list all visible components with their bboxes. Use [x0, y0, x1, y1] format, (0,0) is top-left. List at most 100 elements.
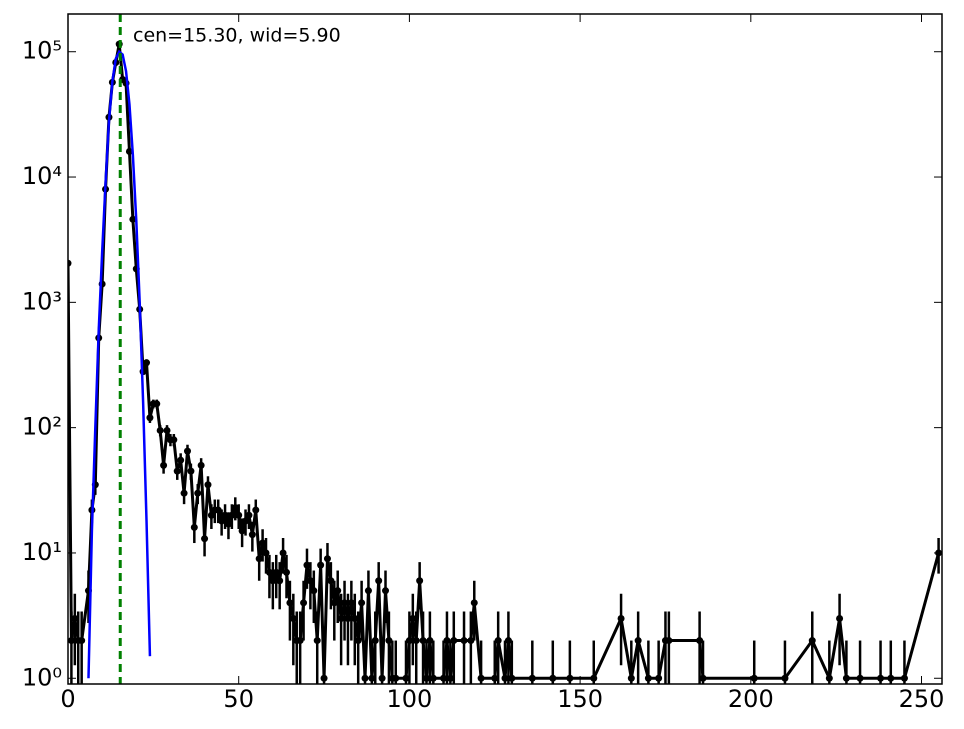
data-point — [242, 517, 250, 525]
data-point — [204, 481, 212, 489]
x-tick-label: 50 — [223, 685, 254, 713]
data-point — [351, 614, 359, 622]
data-point — [224, 520, 232, 528]
data-point — [627, 674, 635, 682]
data-point — [183, 447, 191, 455]
data-point — [207, 511, 215, 519]
data-point — [129, 215, 137, 223]
data-point — [422, 674, 430, 682]
data-line — [68, 43, 941, 684]
plot-frame — [67, 13, 943, 685]
data-point — [450, 637, 458, 645]
data-point — [344, 614, 352, 622]
data-point — [443, 637, 451, 645]
data-point — [856, 674, 864, 682]
data-point — [194, 489, 202, 497]
data-point — [143, 359, 151, 367]
data-point — [252, 506, 260, 514]
data-point — [228, 511, 236, 519]
data-point — [634, 637, 642, 645]
data-point — [146, 414, 154, 422]
data-point — [412, 637, 420, 645]
data-point — [358, 599, 366, 607]
data-point — [460, 637, 468, 645]
y-tick-label: 10⁴ — [22, 162, 62, 190]
data-point — [375, 577, 383, 585]
data-point — [197, 461, 205, 469]
data-point — [655, 674, 663, 682]
data-point — [78, 637, 86, 645]
data-point — [300, 599, 308, 607]
data-point — [368, 674, 376, 682]
data-point — [235, 511, 243, 519]
data-point — [255, 555, 263, 563]
data-point — [419, 637, 427, 645]
data-point — [405, 637, 413, 645]
data-point — [221, 511, 229, 519]
data-point — [877, 674, 885, 682]
x-tick-label: 200 — [728, 685, 774, 713]
y-tick-label: 10⁵ — [22, 37, 62, 65]
data-point — [214, 506, 222, 514]
data-point — [354, 637, 362, 645]
data-point — [269, 577, 277, 585]
data-point — [201, 535, 209, 543]
data-point — [347, 599, 355, 607]
data-point — [900, 674, 908, 682]
data-point — [549, 674, 557, 682]
data-point — [334, 587, 342, 595]
data-point — [272, 568, 280, 576]
data-point — [750, 674, 758, 682]
data-point — [265, 568, 273, 576]
data-point — [218, 517, 226, 525]
data-point — [699, 674, 707, 682]
data-point — [665, 637, 673, 645]
data-point — [160, 461, 168, 469]
x-tick-label: 100 — [387, 685, 433, 713]
data-point — [781, 674, 789, 682]
data-point — [501, 674, 509, 682]
data-point — [371, 637, 379, 645]
data-point — [283, 568, 290, 576]
data-point — [385, 637, 393, 645]
data-point — [337, 614, 345, 622]
data-point — [163, 426, 171, 434]
y-tick-label: 10² — [22, 413, 62, 441]
fit-curve — [87, 49, 152, 679]
data-point — [245, 511, 253, 519]
data-point — [68, 259, 72, 267]
data-point — [477, 674, 485, 682]
data-point — [310, 587, 318, 595]
data-point — [173, 467, 181, 475]
data-point — [364, 587, 372, 595]
data-point — [306, 577, 314, 585]
data-point — [566, 674, 574, 682]
data-point — [279, 549, 287, 557]
data-point — [296, 637, 304, 645]
data-point — [180, 489, 188, 497]
data-point — [378, 674, 386, 682]
data-point — [825, 674, 833, 682]
data-point — [248, 531, 256, 539]
data-point — [590, 674, 598, 682]
data-point — [231, 504, 239, 512]
annotation: cen=15.30, wid=5.90 — [133, 25, 341, 47]
data-point — [409, 614, 417, 622]
data-point — [494, 637, 502, 645]
y-tick-label: 10⁰ — [22, 663, 62, 691]
data-point — [392, 674, 400, 682]
data-point — [238, 527, 246, 535]
plot-area — [68, 14, 942, 684]
data-point — [320, 674, 328, 682]
data-point — [170, 436, 178, 444]
data-point — [187, 467, 195, 475]
data-point — [429, 674, 437, 682]
data-point — [382, 587, 390, 595]
data-point — [808, 637, 816, 645]
data-point — [491, 674, 499, 682]
data-point — [156, 426, 164, 434]
data-point — [341, 599, 349, 607]
data-point — [289, 614, 297, 622]
data-point — [71, 614, 79, 622]
